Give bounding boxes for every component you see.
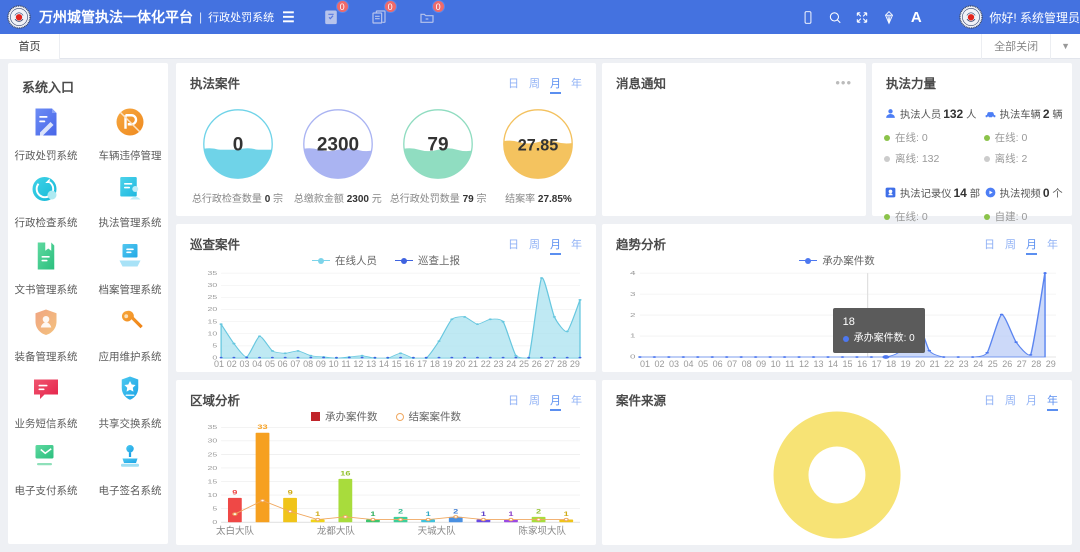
- svg-text:10: 10: [208, 492, 218, 499]
- svg-text:0: 0: [212, 355, 217, 361]
- svg-text:9: 9: [288, 489, 294, 496]
- svg-text:27.85: 27.85: [518, 137, 558, 155]
- svg-text:25: 25: [208, 451, 218, 458]
- svg-text:2: 2: [398, 508, 404, 515]
- svg-text:33: 33: [257, 424, 268, 431]
- svg-text:10: 10: [208, 331, 218, 337]
- svg-text:20: 20: [208, 464, 218, 471]
- svg-text:1: 1: [370, 511, 376, 518]
- svg-text:20: 20: [208, 307, 218, 313]
- svg-text:30: 30: [208, 283, 218, 289]
- svg-text:79: 79: [428, 135, 449, 156]
- svg-text:3: 3: [630, 291, 636, 297]
- svg-text:1: 1: [315, 511, 321, 518]
- svg-text:2: 2: [453, 508, 459, 515]
- svg-text:1: 1: [564, 511, 570, 518]
- svg-text:5: 5: [212, 505, 217, 512]
- svg-text:35: 35: [208, 271, 218, 277]
- svg-text:1: 1: [426, 511, 432, 518]
- svg-text:16: 16: [340, 470, 351, 477]
- svg-text:0: 0: [212, 519, 217, 526]
- svg-text:35: 35: [208, 424, 218, 431]
- svg-text:25: 25: [208, 295, 218, 301]
- svg-text:15: 15: [208, 478, 218, 485]
- svg-text:2: 2: [536, 508, 542, 515]
- svg-text:2300: 2300: [317, 135, 359, 156]
- svg-text:2: 2: [630, 312, 635, 318]
- svg-text:5: 5: [212, 343, 217, 349]
- svg-text:0: 0: [630, 354, 636, 360]
- svg-text:1: 1: [481, 511, 487, 518]
- svg-text:0: 0: [232, 135, 243, 156]
- svg-text:4: 4: [630, 270, 636, 276]
- svg-text:15: 15: [208, 319, 218, 325]
- svg-text:1: 1: [508, 511, 514, 518]
- svg-text:30: 30: [208, 437, 218, 444]
- svg-text:9: 9: [232, 489, 238, 496]
- svg-text:1: 1: [630, 333, 635, 339]
